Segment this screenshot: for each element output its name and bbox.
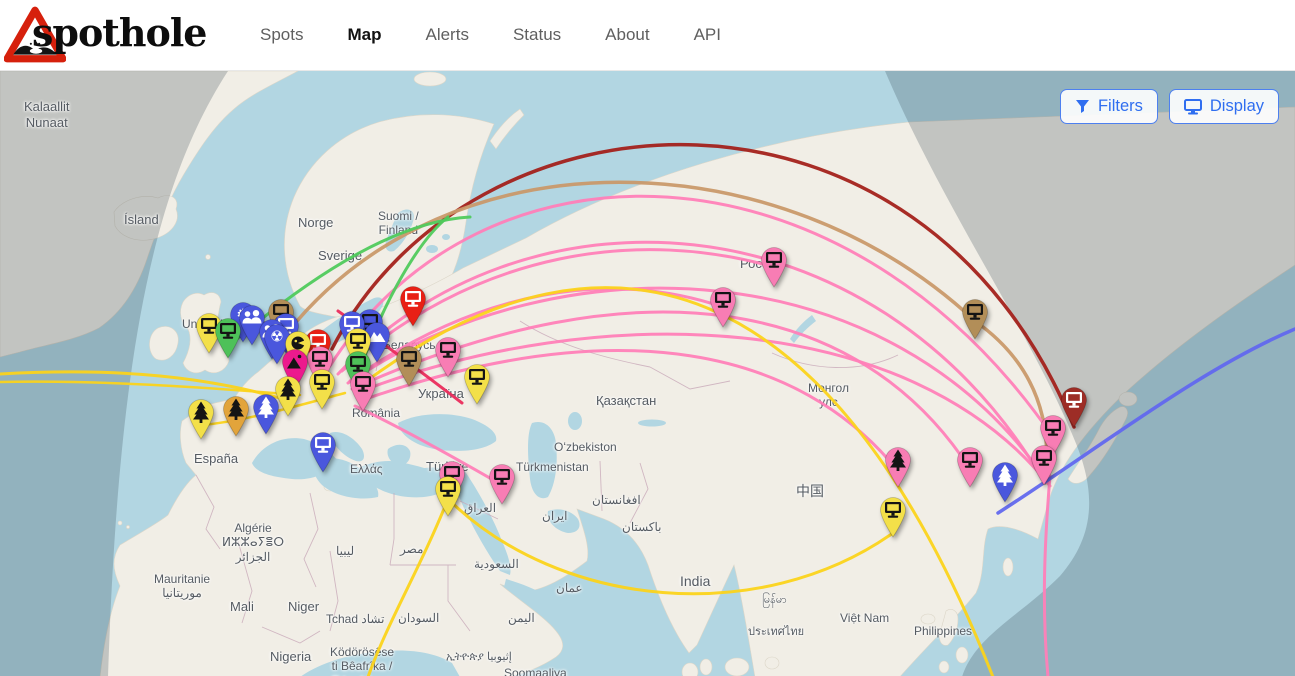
route-arc-pink [346, 286, 1050, 485]
map-pin-monitor[interactable] [1058, 386, 1090, 428]
route-arc-yellow [366, 497, 450, 676]
route-arc-pink [328, 194, 1055, 439]
route-arc-yellow [446, 497, 895, 596]
display-button[interactable]: Display [1168, 89, 1279, 124]
map-pin-monitor[interactable] [306, 368, 338, 410]
route-arc-blue [996, 327, 1295, 515]
map-pin-monitor[interactable] [342, 327, 374, 369]
svg-text:☢: ☢ [270, 329, 283, 346]
spothole-logo[interactable]: spothole [2, 0, 212, 70]
world-map[interactable]: Kalaallit Nunaat Ísland Norge Sverige Suomi … [0, 71, 1295, 676]
route-arcs [0, 142, 1295, 676]
map-pin-monitor[interactable] [393, 345, 425, 387]
map-pin-monitor[interactable] [347, 370, 379, 412]
map-pin-monitor[interactable] [432, 336, 464, 378]
map-pin-tree[interactable] [220, 395, 252, 437]
nav-item-map[interactable]: Map [347, 25, 382, 44]
map-pin-tree[interactable] [882, 446, 914, 488]
map-pin-monitor[interactable] [212, 317, 244, 359]
map-pins: ⚙☢ [0, 71, 1295, 676]
map-pin-monitor[interactable] [954, 446, 986, 488]
map-basemap [0, 71, 1295, 676]
route-arc-pink [1042, 474, 1052, 676]
route-arc-pink [340, 248, 776, 373]
top-navbar: spothole Spots Map Alerts Status About A… [0, 0, 1295, 71]
map-pin-monitor[interactable] [1037, 414, 1069, 456]
nav-item-alerts[interactable]: Alerts [425, 25, 469, 44]
filters-button[interactable]: Filters [1059, 89, 1158, 124]
nav-item-about[interactable]: About [605, 25, 650, 44]
map-pin-tree[interactable] [185, 398, 217, 440]
map-pin-monitor[interactable] [304, 345, 336, 387]
display-monitor-icon [1183, 98, 1202, 114]
map-pin-people[interactable] [236, 304, 268, 346]
brand-title: spothole [32, 10, 207, 55]
map-pin-monitor[interactable] [1028, 444, 1060, 486]
map-pin-monitor[interactable] [307, 431, 339, 473]
route-arc-pink [353, 404, 504, 487]
route-arc-pink [354, 332, 1052, 488]
nav-item-status[interactable]: Status [512, 25, 562, 44]
map-pin-monitor[interactable] [758, 246, 790, 288]
map-pin-tree[interactable] [989, 461, 1021, 503]
landmasses [0, 71, 1295, 676]
display-button-label: Display [1209, 97, 1264, 115]
nav-item-spots[interactable]: Spots [260, 25, 304, 44]
filter-funnel-icon [1075, 100, 1089, 113]
main-nav: Spots Map Alerts Status About API [260, 25, 721, 45]
map-toolbar: Filters Display [1059, 89, 1279, 124]
map-pin-tree[interactable] [272, 375, 304, 417]
map-pin-monitor[interactable] [397, 285, 429, 327]
map-pin-volcano[interactable] [279, 348, 311, 390]
map-pin-radiation[interactable]: ☢ [261, 323, 293, 365]
map-pin-monitor[interactable] [707, 286, 739, 328]
map-pin-monitor[interactable] [486, 463, 518, 505]
map-pin-tree[interactable] [250, 393, 282, 435]
route-arc-yellow [0, 380, 302, 397]
route-arc-pink [336, 240, 1046, 483]
route-arc-pink [358, 349, 900, 473]
map-pin-monitor[interactable] [461, 363, 493, 405]
route-arc-darkred [330, 142, 1076, 429]
nav-item-api[interactable]: API [693, 25, 721, 44]
map-pin-monitor[interactable] [959, 298, 991, 340]
map-pin-monitor[interactable] [432, 475, 464, 517]
filters-button-label: Filters [1097, 97, 1143, 115]
map-pin-monitor[interactable] [877, 496, 909, 538]
pothole-warning-icon [4, 6, 66, 63]
